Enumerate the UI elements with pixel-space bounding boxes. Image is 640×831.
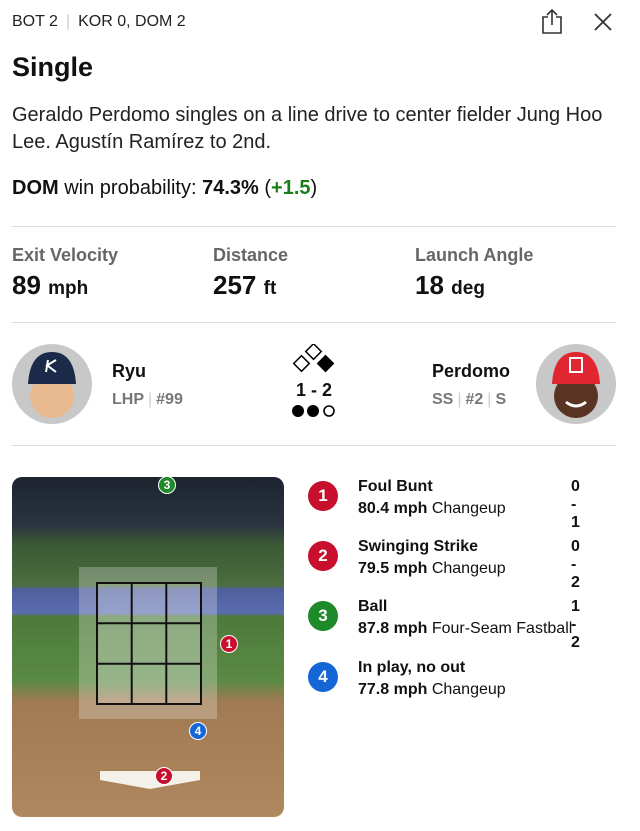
outs-indicator [292,405,335,417]
home-plate [100,771,200,789]
close-icon[interactable] [593,12,613,32]
pitch-number-badge: 3 [308,601,338,631]
pitch-marker-4[interactable]: 4 [189,722,207,740]
share-icon[interactable] [541,8,563,34]
pitch-marker-2[interactable]: 2 [155,767,173,785]
pitch-marker-1[interactable]: 1 [220,635,238,653]
pitch-number-badge: 1 [308,481,338,511]
strike-zone-grid [96,582,202,705]
batter-info: SS | #2 | S [432,391,507,408]
divider [12,322,616,323]
second-base [304,344,323,361]
pitch-marker-3[interactable]: 3 [158,477,176,494]
stat-exit-velocity: Exit Velocity 89 mph [12,245,119,300]
first-base [316,354,335,373]
pitch-number-badge: 4 [308,662,338,692]
stat-distance: Distance 257 ft [213,245,289,300]
divider [12,445,616,446]
ball-strike-count: 1 - 2 [295,380,333,400]
win-probability: DOM win probability: 74.3% (+1.5) [12,177,318,199]
game-status: BOT 2 | KOR 0, DOM 2 [12,13,186,30]
pitcher-info: LHP | #99 [112,391,183,408]
score: KOR 0, DOM 2 [78,13,186,30]
stat-launch-angle: Launch Angle 18 deg [415,245,534,300]
batter-name: Perdomo [432,361,511,381]
pitch-number-badge: 2 [308,541,338,571]
divider [12,226,616,227]
inning: BOT 2 [12,13,58,30]
play-title: Single [12,52,94,82]
pitcher-avatar [12,344,92,424]
pitch-location-image: 3 1 4 2 [12,477,284,817]
third-base [292,354,311,373]
bases-diamond [292,344,335,373]
batter-avatar [536,344,616,424]
zone-overlay [79,567,217,719]
play-description: Geraldo Perdomo singles on a line drive … [12,104,603,153]
pitcher-name: Ryu [112,361,147,381]
